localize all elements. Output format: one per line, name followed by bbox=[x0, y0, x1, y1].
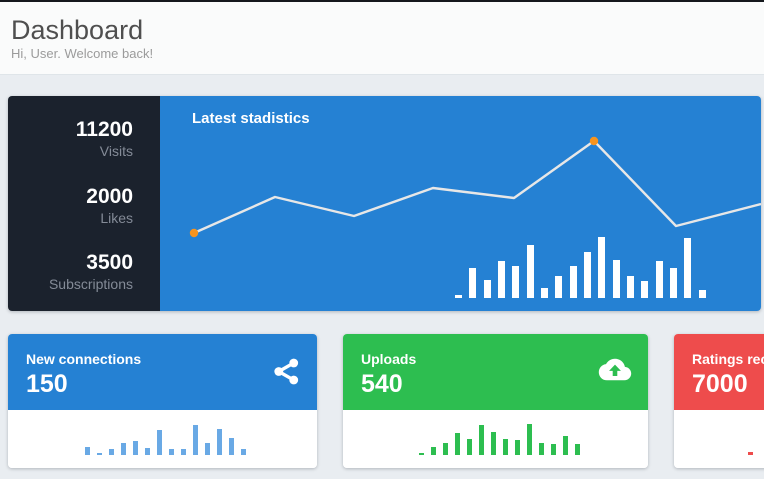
bar bbox=[497, 261, 505, 298]
bar bbox=[491, 432, 496, 455]
bar bbox=[455, 295, 462, 298]
bar bbox=[626, 276, 634, 298]
stat-visits: 11200 Visits bbox=[8, 117, 133, 161]
page-header: Dashboard Hi, User. Welcome back! bbox=[0, 2, 764, 75]
bar bbox=[169, 449, 174, 455]
bar bbox=[612, 260, 620, 298]
bar bbox=[555, 276, 563, 298]
bar bbox=[748, 452, 753, 455]
bar bbox=[469, 268, 477, 298]
line-marker bbox=[189, 228, 199, 238]
bar bbox=[467, 439, 472, 455]
page-title: Dashboard bbox=[11, 15, 144, 45]
bar bbox=[551, 444, 556, 455]
bar bbox=[443, 443, 448, 455]
card-header: Ratings received 7000 bbox=[674, 334, 764, 410]
bar bbox=[431, 447, 436, 455]
bar bbox=[133, 441, 138, 455]
bar bbox=[145, 448, 150, 455]
upload-arrow bbox=[609, 364, 621, 376]
card-new-connections: New connections 150 bbox=[8, 334, 317, 468]
bar bbox=[515, 440, 520, 455]
card-value: 540 bbox=[361, 370, 403, 398]
bar bbox=[217, 429, 222, 455]
bar bbox=[684, 238, 692, 298]
bar bbox=[527, 424, 532, 455]
bar bbox=[669, 268, 677, 298]
bar bbox=[512, 266, 520, 298]
card-header: New connections 150 bbox=[8, 334, 317, 410]
bar bbox=[109, 449, 114, 455]
bar bbox=[181, 449, 186, 455]
latest-statistics-chart: Latest stadistics bbox=[160, 96, 761, 311]
bar bbox=[698, 290, 706, 298]
bar bbox=[241, 449, 246, 455]
bar bbox=[97, 453, 102, 455]
bar bbox=[85, 447, 90, 455]
page-subtitle: Hi, User. Welcome back! bbox=[11, 46, 154, 61]
content: 11200 Visits 2000 Likes 3500 Subscriptio… bbox=[0, 75, 764, 468]
stat-subscriptions: 3500 Subscriptions bbox=[8, 250, 133, 294]
bar bbox=[157, 430, 162, 455]
card-chart-body bbox=[674, 410, 764, 468]
stat-label: Subscriptions bbox=[48, 276, 133, 292]
new-connections-bar-chart bbox=[8, 410, 317, 468]
bar bbox=[121, 443, 126, 455]
card-chart-body bbox=[8, 410, 317, 468]
bar bbox=[641, 281, 649, 298]
bar bbox=[503, 439, 508, 455]
card-uploads: Uploads 540 bbox=[343, 334, 648, 468]
bar bbox=[583, 252, 591, 298]
ratings-received-bar-chart bbox=[674, 410, 764, 468]
card-header: Uploads 540 bbox=[343, 334, 648, 410]
bar bbox=[539, 443, 544, 455]
bar bbox=[575, 444, 580, 455]
card-chart-body bbox=[343, 410, 648, 468]
statistics-line-chart bbox=[189, 136, 761, 238]
line-marker bbox=[589, 136, 599, 146]
bar bbox=[229, 438, 234, 455]
summary-cards: New connections 150 Uploads 540 bbox=[8, 334, 764, 468]
bar bbox=[483, 280, 491, 298]
stat-value: 3500 bbox=[86, 251, 133, 274]
bar bbox=[419, 453, 424, 455]
stat-value: 2000 bbox=[86, 184, 133, 208]
chart-title: Latest stadistics bbox=[192, 110, 310, 127]
cloud-upload-icon bbox=[597, 356, 633, 388]
statistics-bar-chart bbox=[160, 96, 761, 311]
bar bbox=[455, 433, 460, 455]
bar bbox=[569, 266, 577, 298]
bar bbox=[205, 443, 210, 455]
bar bbox=[193, 425, 198, 455]
bar bbox=[598, 237, 606, 298]
stat-value: 11200 bbox=[75, 118, 133, 141]
stat-label: Visits bbox=[99, 143, 133, 159]
card-label: Ratings received bbox=[692, 351, 764, 367]
stat-likes: 2000 Likes bbox=[8, 184, 133, 228]
card-ratings-received: Ratings received 7000 bbox=[674, 334, 764, 468]
bar bbox=[526, 245, 534, 298]
bar bbox=[540, 288, 548, 298]
bar bbox=[655, 261, 663, 298]
card-value: 7000 bbox=[692, 370, 748, 398]
card-label: New connections bbox=[26, 351, 142, 367]
uploads-bar-chart bbox=[343, 410, 648, 468]
card-label: Uploads bbox=[361, 351, 417, 367]
bar bbox=[479, 425, 484, 455]
statistics-panel: 11200 Visits 2000 Likes 3500 Subscriptio… bbox=[8, 96, 761, 311]
card-value: 150 bbox=[26, 370, 68, 398]
stats-summary: 11200 Visits 2000 Likes 3500 Subscriptio… bbox=[8, 96, 160, 311]
top-accent-bar bbox=[0, 0, 764, 2]
share-alt-icon bbox=[271, 356, 302, 392]
stat-label: Likes bbox=[100, 209, 133, 226]
bar bbox=[563, 436, 568, 455]
